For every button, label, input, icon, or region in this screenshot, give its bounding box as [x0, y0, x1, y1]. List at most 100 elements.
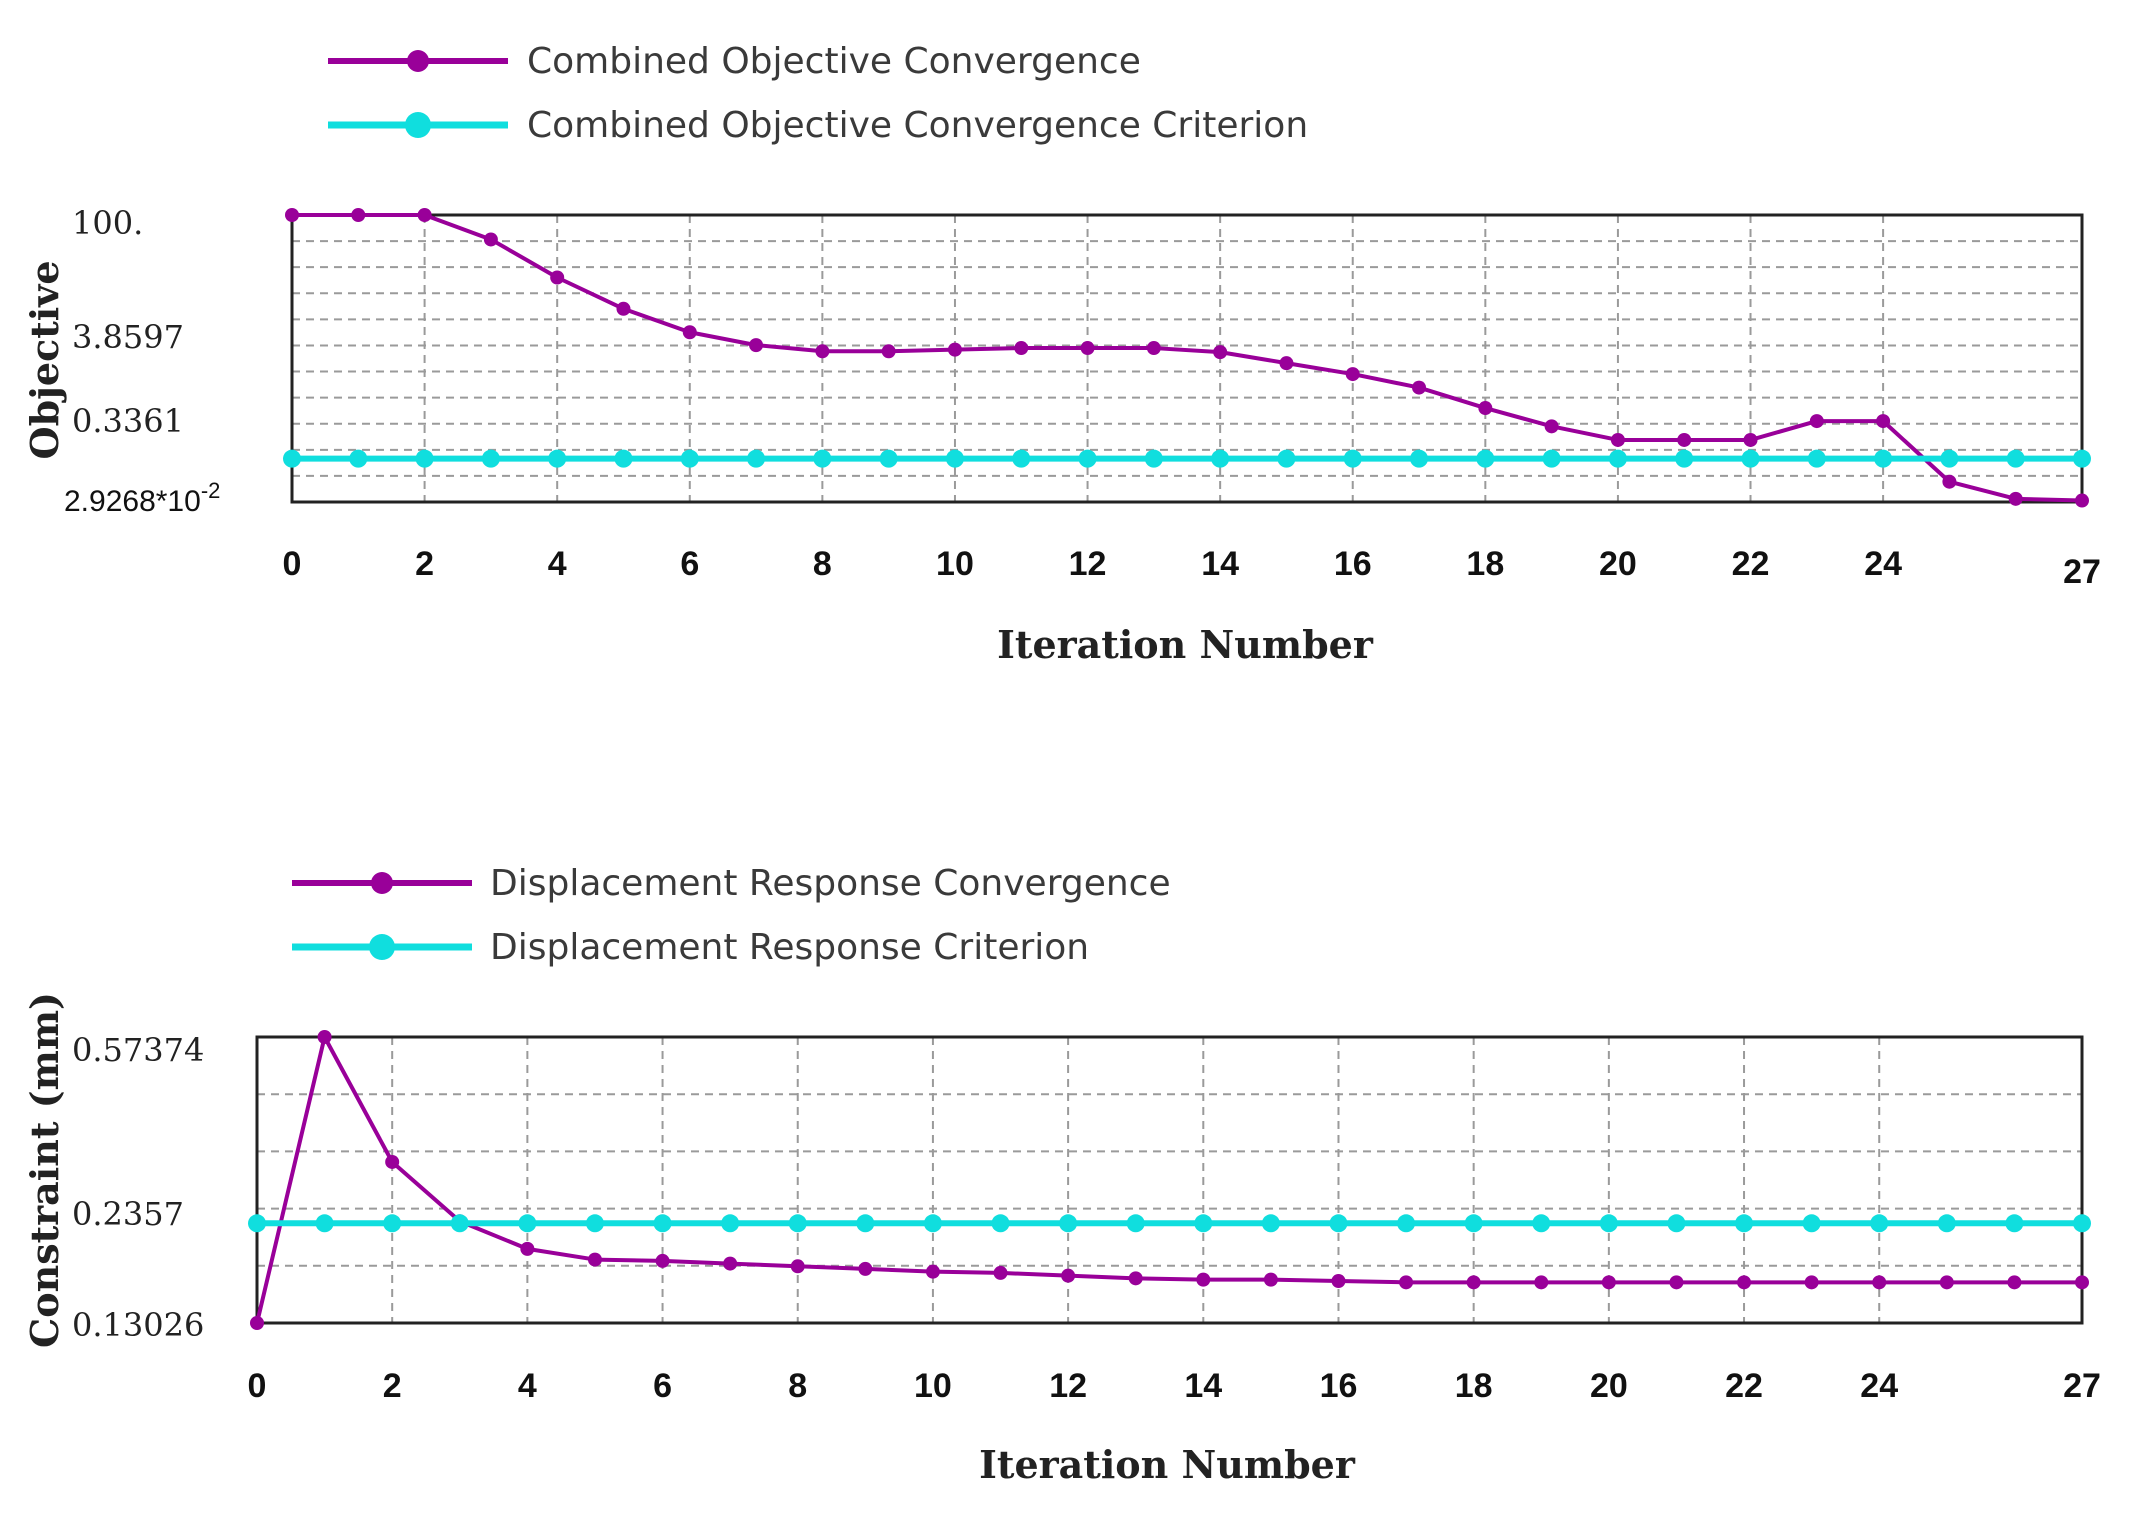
combined-objective-convergence-criterion-point[interactable]: [1874, 449, 1893, 468]
displacement-response-criterion-point[interactable]: [923, 1214, 942, 1233]
combined-objective-convergence-point[interactable]: [1080, 341, 1095, 356]
displacement-response-convergence-point[interactable]: [1669, 1275, 1684, 1290]
combined-objective-convergence-point[interactable]: [1677, 432, 1692, 447]
legend-item-objective-criterion[interactable]: Combined Objective Convergence Criterion: [328, 105, 1308, 146]
combined-objective-convergence-criterion-point[interactable]: [1211, 449, 1230, 468]
combined-objective-convergence-criterion-point[interactable]: [1343, 449, 1362, 468]
displacement-response-convergence-point[interactable]: [790, 1259, 805, 1274]
combined-objective-convergence-criterion-point[interactable]: [1608, 449, 1627, 468]
displacement-response-convergence-point[interactable]: [1466, 1275, 1481, 1290]
displacement-response-convergence-point[interactable]: [1601, 1275, 1616, 1290]
combined-objective-convergence-point[interactable]: [2075, 493, 2089, 508]
combined-objective-convergence-criterion-point[interactable]: [548, 449, 567, 468]
combined-objective-convergence-criterion-point[interactable]: [1078, 449, 1097, 468]
combined-objective-convergence-criterion-point[interactable]: [1012, 449, 1031, 468]
displacement-response-convergence-point[interactable]: [250, 1316, 264, 1330]
combined-objective-convergence-criterion-point[interactable]: [1741, 449, 1760, 468]
displacement-response-convergence-point[interactable]: [2007, 1275, 2022, 1290]
displacement-response-criterion-point[interactable]: [248, 1214, 266, 1233]
combined-objective-convergence-point[interactable]: [815, 344, 830, 359]
combined-objective-convergence-point[interactable]: [1743, 432, 1758, 447]
combined-objective-convergence-criterion-point[interactable]: [1144, 449, 1163, 468]
displacement-response-criterion-point[interactable]: [2005, 1214, 2024, 1233]
displacement-response-convergence-point[interactable]: [520, 1241, 535, 1256]
displacement-response-criterion-point[interactable]: [991, 1214, 1010, 1233]
displacement-response-criterion-point[interactable]: [1464, 1214, 1483, 1233]
displacement-response-criterion-point[interactable]: [1937, 1214, 1956, 1233]
displacement-response-convergence-point[interactable]: [993, 1265, 1008, 1280]
displacement-response-criterion-point[interactable]: [1599, 1214, 1618, 1233]
displacement-response-convergence-point[interactable]: [1263, 1272, 1278, 1287]
combined-objective-convergence-point[interactable]: [1345, 367, 1360, 382]
displacement-response-criterion-point[interactable]: [1802, 1214, 1821, 1233]
displacement-response-criterion-point[interactable]: [585, 1214, 604, 1233]
displacement-response-convergence-point[interactable]: [1399, 1275, 1414, 1290]
displacement-response-convergence-point[interactable]: [1872, 1275, 1887, 1290]
displacement-response-criterion-point[interactable]: [1397, 1214, 1416, 1233]
displacement-response-criterion-point[interactable]: [1667, 1214, 1686, 1233]
displacement-response-criterion-point[interactable]: [450, 1214, 469, 1233]
legend-item-objective-convergence[interactable]: Combined Objective Convergence: [328, 41, 1141, 82]
displacement-response-convergence-point[interactable]: [1331, 1273, 1346, 1288]
displacement-response-criterion-point[interactable]: [1329, 1214, 1348, 1233]
combined-objective-convergence-criterion-point[interactable]: [283, 449, 301, 468]
displacement-response-criterion-point[interactable]: [1059, 1214, 1078, 1233]
displacement-response-convergence-point[interactable]: [1939, 1275, 1954, 1290]
displacement-response-criterion-point[interactable]: [1261, 1214, 1280, 1233]
combined-objective-convergence-point[interactable]: [550, 270, 565, 285]
displacement-response-convergence-point[interactable]: [1061, 1268, 1076, 1283]
combined-objective-convergence-criterion-point[interactable]: [1277, 449, 1296, 468]
combined-objective-convergence-criterion-point[interactable]: [1542, 449, 1561, 468]
combined-objective-convergence-point[interactable]: [1876, 414, 1891, 429]
displacement-response-criterion-point[interactable]: [2073, 1214, 2091, 1233]
displacement-response-criterion-point[interactable]: [721, 1214, 740, 1233]
combined-objective-convergence-criterion-point[interactable]: [1410, 449, 1429, 468]
displacement-response-convergence-point[interactable]: [1804, 1275, 1819, 1290]
combined-objective-convergence-point[interactable]: [616, 301, 631, 316]
combined-objective-convergence-point[interactable]: [1809, 414, 1824, 429]
displacement-response-convergence-point[interactable]: [317, 1030, 332, 1044]
combined-objective-convergence-point[interactable]: [2008, 491, 2023, 506]
combined-objective-convergence-point[interactable]: [483, 232, 498, 247]
combined-objective-convergence-criterion-point[interactable]: [813, 449, 832, 468]
combined-objective-convergence-point[interactable]: [1412, 380, 1427, 395]
displacement-response-convergence-point[interactable]: [1534, 1275, 1549, 1290]
combined-objective-convergence-point[interactable]: [1014, 341, 1029, 356]
displacement-response-criterion-point[interactable]: [653, 1214, 672, 1233]
combined-objective-convergence-criterion-point[interactable]: [1675, 449, 1694, 468]
displacement-response-criterion-point[interactable]: [1735, 1214, 1754, 1233]
combined-objective-convergence-point[interactable]: [1478, 401, 1493, 416]
combined-objective-convergence-point[interactable]: [417, 208, 432, 222]
combined-objective-convergence-point[interactable]: [682, 325, 697, 340]
displacement-response-criterion-point[interactable]: [856, 1214, 875, 1233]
combined-objective-convergence-point[interactable]: [1942, 474, 1957, 489]
combined-objective-convergence-criterion-point[interactable]: [614, 449, 633, 468]
combined-objective-convergence-criterion-point[interactable]: [879, 449, 898, 468]
combined-objective-convergence-criterion-point[interactable]: [1807, 449, 1826, 468]
combined-objective-convergence-criterion-point[interactable]: [349, 449, 368, 468]
displacement-response-convergence-point[interactable]: [2075, 1275, 2089, 1290]
displacement-response-convergence-point[interactable]: [858, 1261, 873, 1276]
displacement-response-convergence-point[interactable]: [1196, 1272, 1211, 1287]
combined-objective-convergence-point[interactable]: [351, 208, 366, 222]
combined-objective-convergence-point[interactable]: [749, 338, 764, 353]
displacement-response-criterion-point[interactable]: [1126, 1214, 1145, 1233]
combined-objective-convergence-criterion-point[interactable]: [481, 449, 500, 468]
combined-objective-convergence-criterion-point[interactable]: [1940, 449, 1959, 468]
displacement-response-convergence-point[interactable]: [587, 1252, 602, 1267]
combined-objective-convergence-criterion-point[interactable]: [2006, 449, 2025, 468]
displacement-response-criterion-point[interactable]: [1194, 1214, 1213, 1233]
displacement-response-convergence-point[interactable]: [723, 1256, 738, 1271]
combined-objective-convergence-point[interactable]: [1279, 356, 1294, 371]
combined-objective-convergence-point[interactable]: [1610, 432, 1625, 447]
combined-objective-convergence-criterion-point[interactable]: [680, 449, 699, 468]
combined-objective-convergence-point[interactable]: [1213, 345, 1228, 360]
legend-item-displacement-convergence[interactable]: Displacement Response Convergence: [292, 863, 1171, 904]
displacement-response-criterion-point[interactable]: [1870, 1214, 1889, 1233]
displacement-response-criterion-point[interactable]: [383, 1214, 402, 1233]
displacement-response-convergence-point[interactable]: [385, 1154, 400, 1169]
displacement-response-convergence-point[interactable]: [1128, 1271, 1143, 1286]
displacement-response-criterion-point[interactable]: [1532, 1214, 1551, 1233]
combined-objective-convergence-criterion-point[interactable]: [747, 449, 766, 468]
combined-objective-convergence-point[interactable]: [947, 342, 962, 357]
